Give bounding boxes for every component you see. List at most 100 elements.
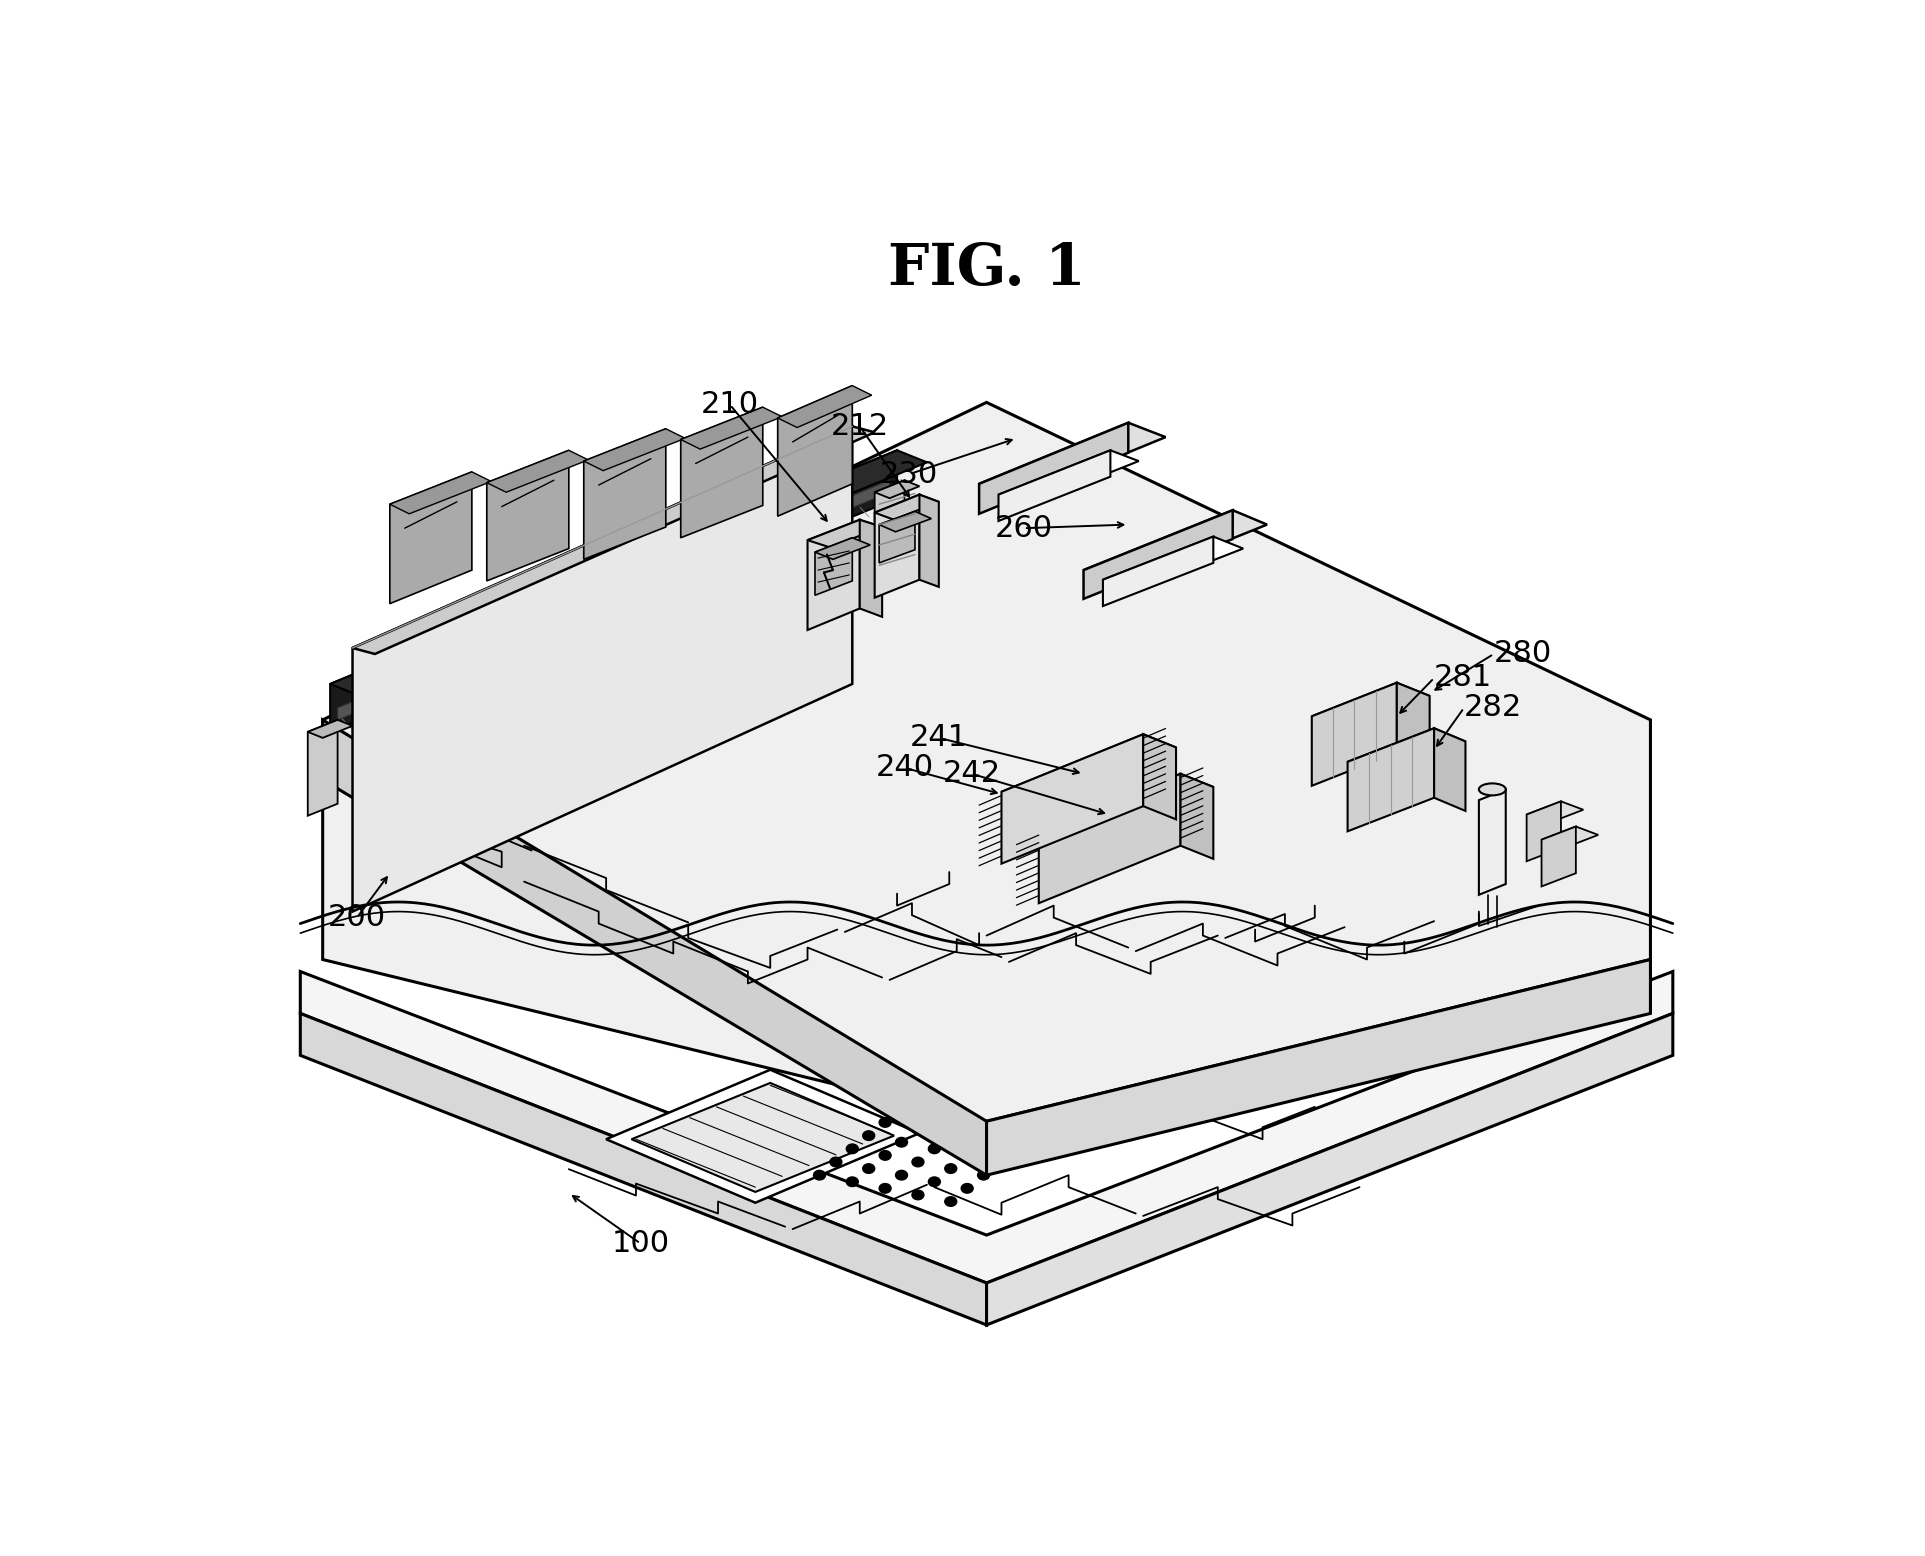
Polygon shape <box>920 495 939 587</box>
Text: 242: 242 <box>943 759 1001 789</box>
Polygon shape <box>778 386 853 517</box>
Text: 280: 280 <box>1494 640 1552 669</box>
Circle shape <box>945 1131 957 1141</box>
Polygon shape <box>980 423 1167 498</box>
Text: 200: 200 <box>327 902 387 932</box>
Polygon shape <box>1001 734 1143 864</box>
Polygon shape <box>1434 728 1465 811</box>
Circle shape <box>1011 1144 1022 1153</box>
Text: 260: 260 <box>995 513 1053 543</box>
Circle shape <box>830 1158 841 1167</box>
Polygon shape <box>880 512 914 563</box>
Circle shape <box>961 1150 974 1161</box>
Polygon shape <box>681 408 762 538</box>
Polygon shape <box>808 520 882 548</box>
Polygon shape <box>1103 537 1213 607</box>
Circle shape <box>945 1164 957 1173</box>
Polygon shape <box>487 450 570 580</box>
Circle shape <box>862 1164 874 1173</box>
Polygon shape <box>337 481 889 720</box>
Circle shape <box>880 1117 891 1127</box>
Circle shape <box>895 1170 907 1179</box>
Circle shape <box>847 1176 859 1187</box>
Circle shape <box>814 1170 826 1179</box>
Circle shape <box>978 1137 989 1147</box>
Polygon shape <box>999 450 1140 506</box>
Polygon shape <box>980 423 1128 513</box>
Circle shape <box>961 1184 974 1193</box>
Polygon shape <box>389 471 491 513</box>
Text: 281: 281 <box>1434 663 1492 692</box>
Polygon shape <box>880 512 932 532</box>
Text: 230: 230 <box>880 459 937 489</box>
Polygon shape <box>352 426 853 912</box>
Circle shape <box>928 1144 939 1153</box>
Ellipse shape <box>1478 783 1505 795</box>
Circle shape <box>880 1184 891 1193</box>
Polygon shape <box>1398 683 1430 766</box>
Polygon shape <box>1542 826 1577 887</box>
Polygon shape <box>331 450 928 696</box>
Polygon shape <box>1542 826 1598 848</box>
Polygon shape <box>1103 537 1244 591</box>
Polygon shape <box>631 1083 893 1192</box>
Circle shape <box>895 1137 907 1147</box>
Text: 210: 210 <box>701 391 758 419</box>
Circle shape <box>880 1150 891 1161</box>
Text: 240: 240 <box>876 753 934 783</box>
Polygon shape <box>1527 801 1561 862</box>
Polygon shape <box>323 403 1650 1122</box>
Polygon shape <box>352 426 874 654</box>
Polygon shape <box>308 720 352 738</box>
Polygon shape <box>389 471 472 604</box>
Polygon shape <box>999 450 1111 521</box>
Polygon shape <box>1478 789 1505 895</box>
Text: 212: 212 <box>832 412 889 440</box>
Polygon shape <box>1348 728 1434 831</box>
Polygon shape <box>308 720 337 815</box>
Polygon shape <box>1348 728 1465 775</box>
Polygon shape <box>1040 773 1213 845</box>
Polygon shape <box>814 538 853 596</box>
Polygon shape <box>300 1013 986 1326</box>
Polygon shape <box>583 429 685 470</box>
Circle shape <box>912 1125 924 1134</box>
Polygon shape <box>323 720 986 1175</box>
Circle shape <box>912 1190 924 1200</box>
Polygon shape <box>986 960 1650 1175</box>
Polygon shape <box>331 450 897 731</box>
Circle shape <box>862 1131 874 1141</box>
Polygon shape <box>874 481 905 576</box>
Polygon shape <box>1311 683 1398 786</box>
Circle shape <box>847 1144 859 1153</box>
Polygon shape <box>1084 510 1267 585</box>
Polygon shape <box>1311 683 1430 730</box>
Circle shape <box>978 1170 989 1179</box>
Text: 100: 100 <box>612 1229 670 1257</box>
Polygon shape <box>487 450 589 492</box>
Polygon shape <box>1084 510 1232 599</box>
Polygon shape <box>860 520 882 616</box>
Polygon shape <box>874 495 939 520</box>
Polygon shape <box>606 1069 920 1203</box>
Polygon shape <box>1180 773 1213 859</box>
Polygon shape <box>808 520 860 630</box>
Polygon shape <box>778 386 872 428</box>
Polygon shape <box>1001 734 1176 804</box>
Polygon shape <box>986 1013 1673 1326</box>
Text: 241: 241 <box>911 724 968 753</box>
Polygon shape <box>300 971 1673 1284</box>
Polygon shape <box>814 538 870 559</box>
Text: 282: 282 <box>1463 694 1523 722</box>
Polygon shape <box>874 495 920 598</box>
Polygon shape <box>1040 773 1180 902</box>
Polygon shape <box>874 481 920 498</box>
Polygon shape <box>1143 734 1176 820</box>
Polygon shape <box>1527 801 1582 823</box>
Text: FIG. 1: FIG. 1 <box>887 241 1086 297</box>
Circle shape <box>912 1158 924 1167</box>
Polygon shape <box>583 429 666 559</box>
Polygon shape <box>681 408 782 450</box>
Circle shape <box>945 1197 957 1206</box>
Circle shape <box>928 1176 939 1187</box>
